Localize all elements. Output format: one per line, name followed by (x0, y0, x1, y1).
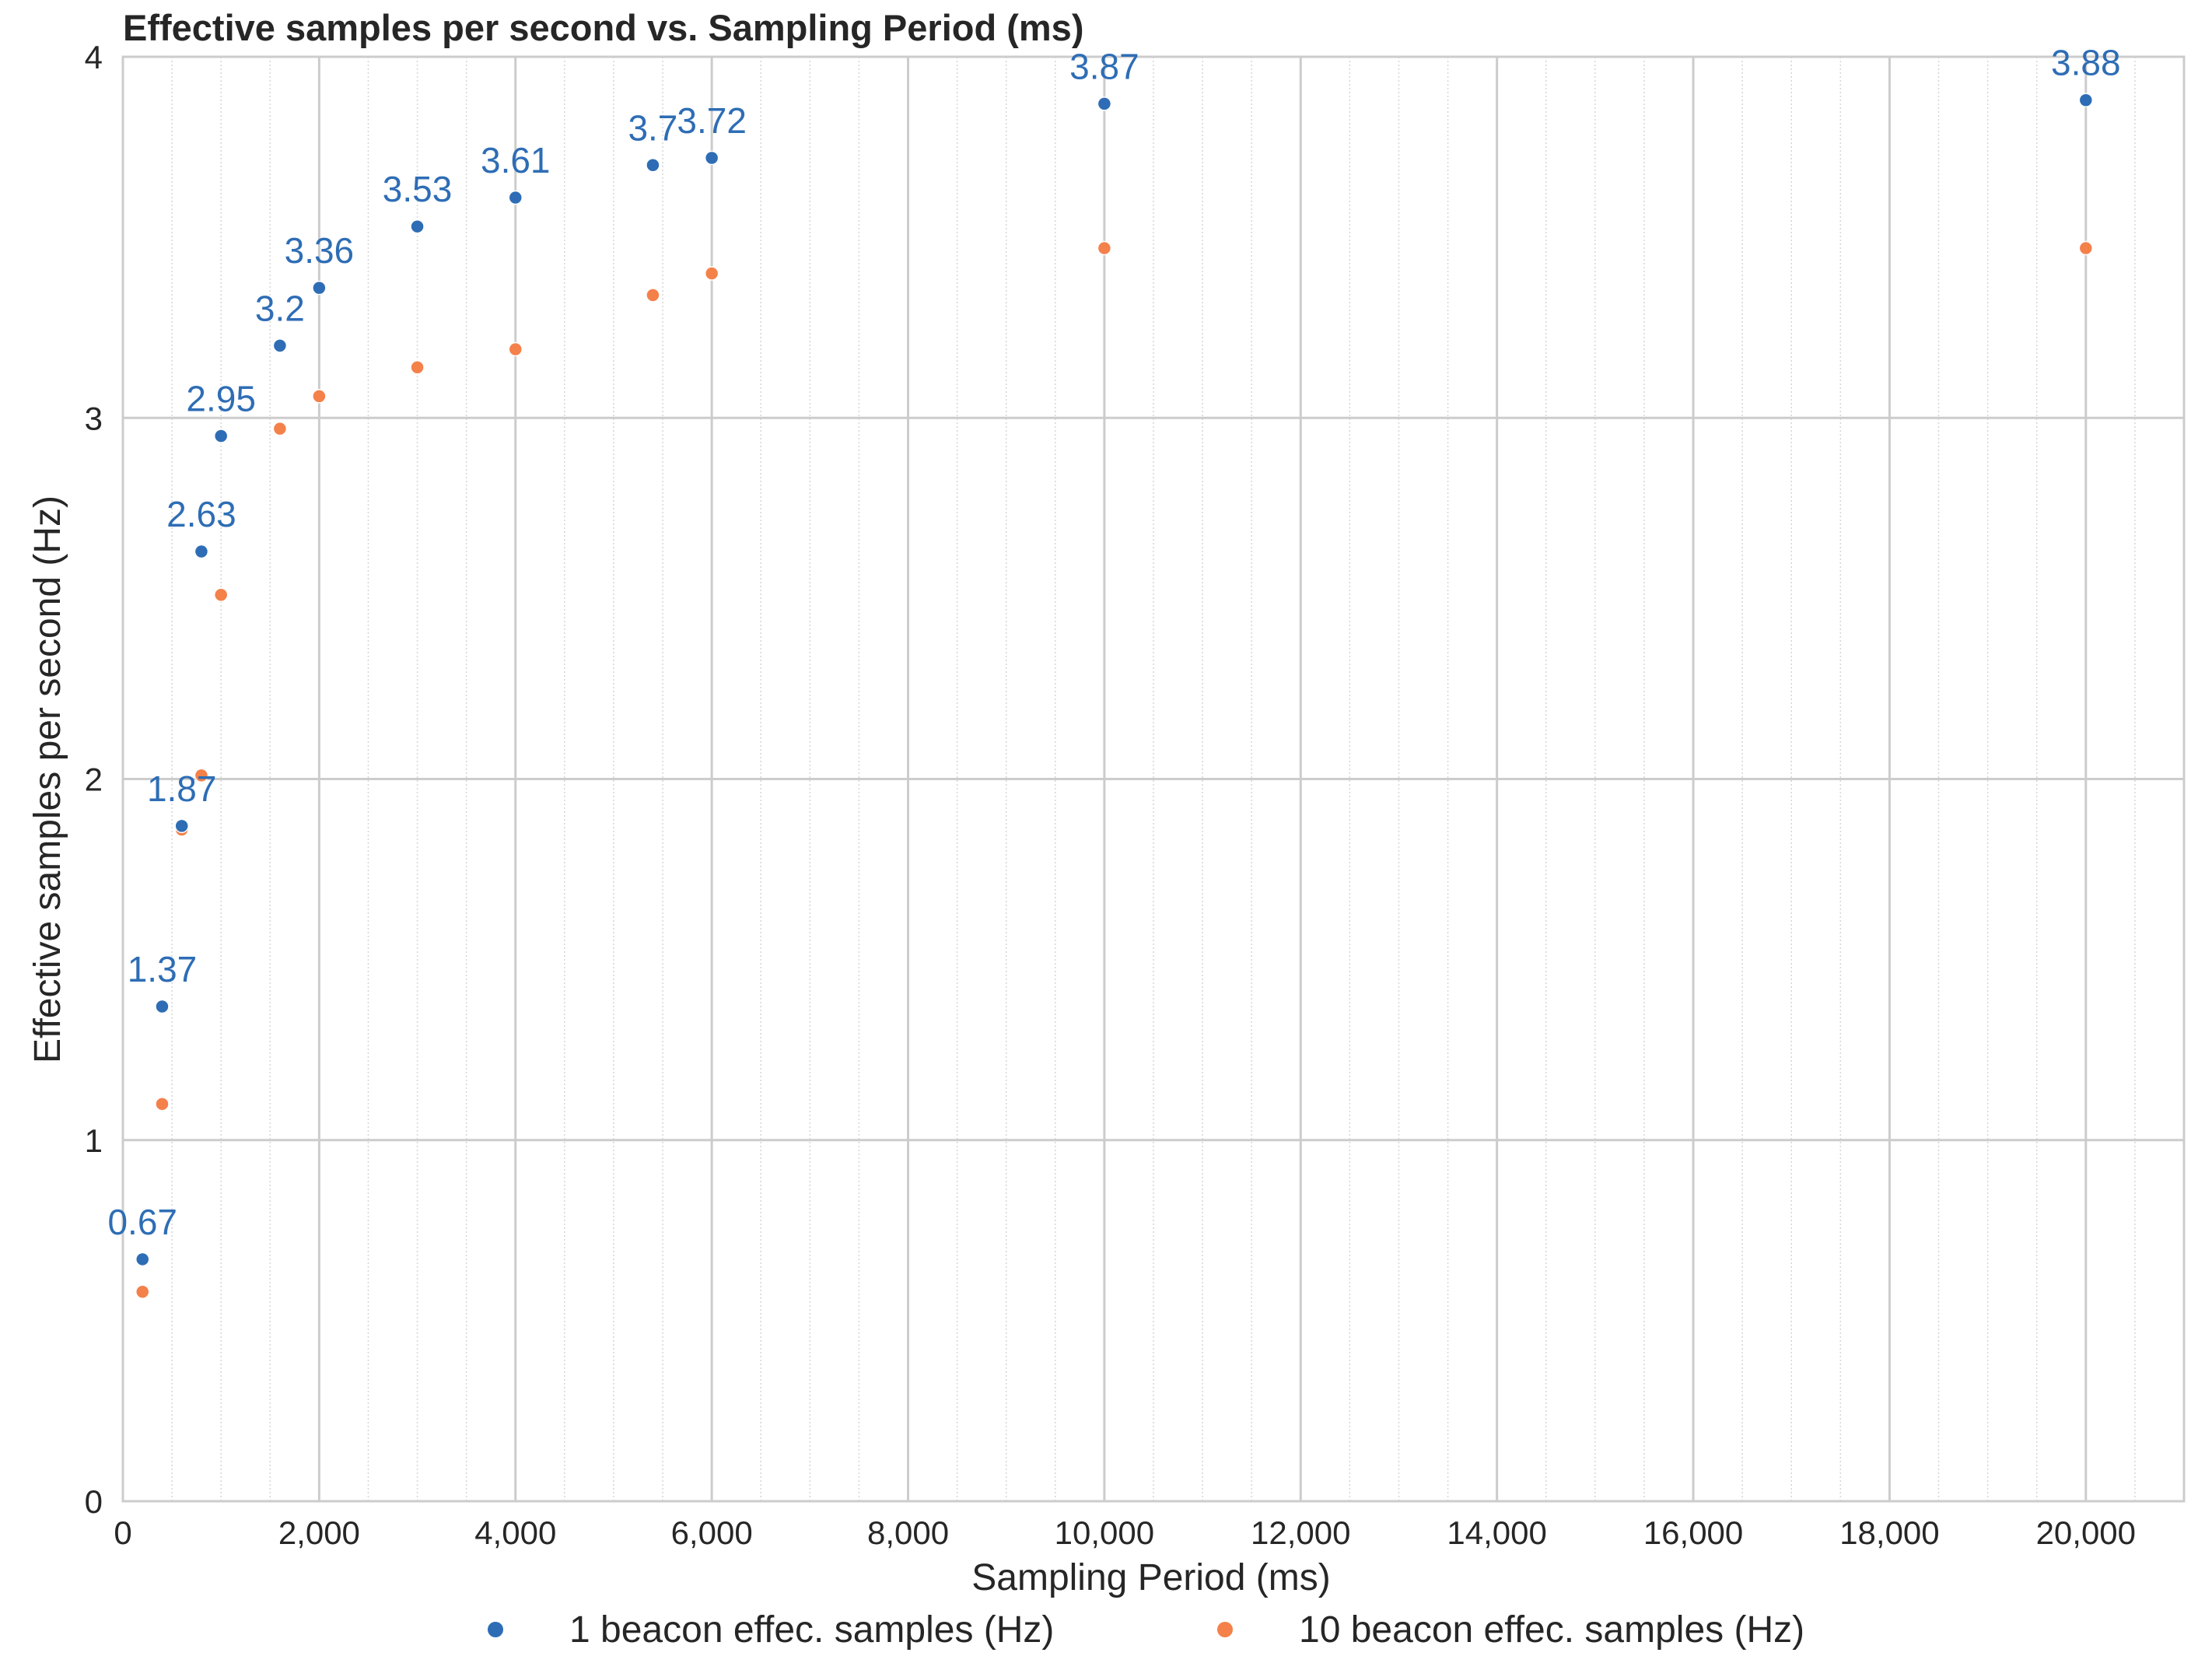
y-tick-label: 2 (85, 761, 103, 798)
point-1-beacon (194, 544, 209, 559)
point-10-beacon (135, 1284, 150, 1299)
point-10-beacon (312, 389, 327, 404)
point-10-beacon (410, 360, 425, 375)
y-tick-label: 0 (85, 1483, 103, 1520)
point-1-beacon (135, 1252, 150, 1267)
x-tick-label: 14,000 (1447, 1514, 1546, 1551)
plot-frame (121, 55, 2186, 1503)
data-label-1-beacon: 3.72 (677, 100, 747, 141)
x-tick-label: 6,000 (671, 1514, 753, 1551)
x-tick-label: 10,000 (1055, 1514, 1154, 1551)
data-label-1-beacon: 2.63 (166, 494, 236, 534)
data-label-1-beacon: 3.61 (481, 140, 551, 180)
point-1-beacon (646, 158, 660, 173)
data-label-1-beacon: 1.37 (128, 949, 198, 989)
legend-label-1-beacon: 1 beacon effec. samples (Hz) (569, 1609, 1054, 1651)
point-10-beacon (2078, 240, 2094, 256)
data-label-1-beacon: 3.2 (255, 288, 305, 328)
data-label-1-beacon: 3.36 (285, 230, 355, 271)
point-1-beacon (272, 338, 288, 353)
point-10-beacon (194, 768, 209, 783)
point-1-beacon (508, 190, 523, 205)
point-10-beacon (646, 288, 660, 303)
point-1-beacon (2078, 93, 2094, 107)
data-label-1-beacon: 3.53 (383, 169, 453, 209)
data-points (135, 93, 2094, 1299)
data-label-1-beacon: 2.95 (186, 378, 256, 418)
chart-title: Effective samples per second vs. Samplin… (123, 7, 1083, 48)
x-axis-label: Sampling Period (ms) (971, 1557, 1330, 1598)
data-label-1-beacon: 1.87 (147, 768, 217, 809)
data-labels: 0.671.371.872.632.953.23.363.533.613.73.… (107, 43, 2120, 1242)
x-tick-label: 4,000 (474, 1514, 556, 1551)
y-tick-label: 1 (85, 1122, 103, 1159)
point-1-beacon (1097, 96, 1112, 111)
legend-marker-1-beacon (488, 1622, 503, 1637)
legend-marker-10-beacon (1217, 1622, 1233, 1637)
point-10-beacon (213, 587, 229, 602)
x-tick-labels: 0 2,000 4,000 6,000 8,000 10,000 12,000 14,000 1… (114, 1514, 2136, 1551)
x-tick-label: 2,000 (278, 1514, 360, 1551)
point-10-beacon (704, 266, 719, 281)
x-tick-label: 8,000 (867, 1514, 949, 1551)
x-tick-label: 20,000 (2036, 1514, 2136, 1551)
data-label-1-beacon: 3.88 (2051, 43, 2121, 83)
point-1-beacon (213, 429, 229, 443)
point-10-beacon (1097, 240, 1112, 256)
point-1-beacon (312, 280, 327, 296)
y-axis-label: Effective samples per second (Hz) (27, 495, 68, 1063)
y-tick-label: 4 (85, 39, 103, 75)
data-label-1-beacon: 0.67 (107, 1202, 177, 1242)
legend: 1 beacon effec. samples (Hz) 10 beacon e… (488, 1609, 1804, 1651)
x-tick-label: 0 (114, 1514, 131, 1551)
point-1-beacon (704, 150, 719, 166)
data-label-1-beacon: 3.87 (1069, 46, 1139, 86)
legend-label-10-beacon: 10 beacon effec. samples (Hz) (1299, 1609, 1804, 1651)
x-tick-label: 12,000 (1251, 1514, 1350, 1551)
point-1-beacon (410, 219, 425, 234)
point-10-beacon (155, 1097, 170, 1112)
data-label-1-beacon: 3.7 (628, 107, 677, 148)
x-tick-label: 18,000 (1839, 1514, 1939, 1551)
x-tick-label: 16,000 (1643, 1514, 1743, 1551)
point-1-beacon (174, 818, 189, 834)
y-tick-label: 3 (85, 400, 103, 436)
point-1-beacon (155, 999, 170, 1014)
point-10-beacon (272, 421, 288, 436)
y-tick-labels: 0 1 2 3 4 (85, 39, 103, 1520)
point-10-beacon (508, 341, 523, 357)
